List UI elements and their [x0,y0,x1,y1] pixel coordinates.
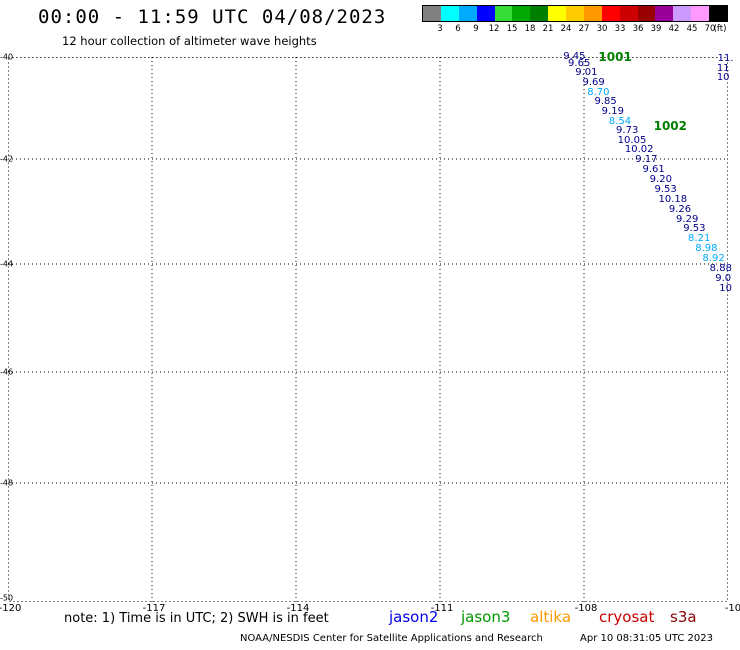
legend-swatch [583,6,602,21]
footer-note: note: 1) Time is in UTC; 2) SWH is in fe… [64,611,329,626]
legend-swatch [709,6,727,21]
wave-height-value: 10 [716,72,730,84]
wave-height-value: 11. [717,53,734,65]
longitude-label: -108 [574,603,598,614]
legend-swatch [530,6,549,21]
longitude-label: -120 [0,603,22,614]
wave-height-value: 8.54 [608,115,632,127]
wave-height-value: 10 [719,282,732,294]
wave-height-value: 9.69 [582,77,605,88]
wave-height-value: 10.18 [658,193,688,205]
wave-height-value: 9.26 [668,203,692,215]
legend-label: 24 [560,24,572,34]
latitude-label: -40 [0,52,14,62]
wave-height-value: 9.53 [654,183,677,195]
longitude-label: -117 [142,603,166,614]
legend-swatch [458,6,477,21]
legend-label: 39 [650,24,662,34]
legend-swatch [423,6,441,21]
wave-height-value: 9.17 [635,154,658,166]
latitude-label: -50 [0,593,14,603]
latitude-label: -48 [0,478,14,488]
legend-swatch [548,6,566,21]
longitude-label: -114 [286,603,310,614]
wave-height-value: 8.70 [587,86,610,98]
wave-height-value: 10.05 [617,134,647,146]
longitude-label: -10 [724,603,740,614]
latitude-label: -44 [0,259,14,269]
legend-label: 21 [542,24,554,34]
legend-swatch [494,6,513,21]
legend-label: 70 [704,24,716,34]
credit-line: NOAA/NESDIS Center for Satellite Applica… [240,633,543,644]
legend-swatch [655,6,674,21]
wave-height-value: 10.02 [624,144,654,156]
wave-height-value: 9.29 [676,213,699,225]
generated-timestamp: Apr 10 08:31:05 UTC 2023 [580,633,713,644]
graticule [8,57,728,602]
legend-label: 45 [686,24,698,34]
wave-height-value: 8.88 [709,262,732,274]
latitude-label: -46 [0,367,14,377]
wave-height-value: 11 [716,62,730,74]
legend-label: 33 [614,24,626,34]
wave-height-value: 9.20 [649,174,672,185]
legend-label: 15 [506,24,518,34]
legend-swatch [673,6,692,21]
satellite-cryosat: cryosat [599,608,655,626]
pass-segment-label: 1001 [598,50,632,64]
legend-swatch [476,6,495,21]
legend-swatch [440,6,459,21]
legend-label: 30 [596,24,608,34]
pass-segment-label: 1002 [653,118,687,133]
satellite-s3a: s3a [670,608,697,626]
wave-height-value: 9.85 [594,96,617,108]
legend-swatch [601,6,620,21]
wave-height-value: 9.45 [563,51,586,62]
wave-height-value: 9.73 [616,125,639,137]
wave-height-value: 9.61 [642,164,665,176]
longitude-label: -111 [430,603,454,614]
legend-label: 42 [668,24,680,34]
wave-height-legend: 3 6 9 12 15 18 21 24 27 30 33 36 39 42 45 70 (ft) [422,5,728,35]
legend-labels: 3 6 9 12 15 18 21 24 27 30 33 36 39 42 45 70 (ft) [422,22,728,36]
satellite-jason2: jason2 [389,608,439,626]
legend-label: 36 [632,24,644,34]
map-area [8,57,728,602]
legend-label: 6 [455,24,461,34]
satellite-altika: altika [530,608,572,626]
legend-swatch [512,6,531,21]
satellite-jason3: jason3 [461,608,511,626]
legend-swatch [619,6,638,21]
wave-height-value: 8.98 [695,242,718,254]
legend-swatch [566,6,584,21]
legend-label: 18 [524,24,536,34]
legend-label: 9 [473,24,479,34]
latitude-label: -42 [0,154,14,164]
map-subtitle: 12 hour collection of altimeter wave hei… [62,34,317,48]
wave-height-value: 9.19 [601,106,624,118]
legend-unit: (ft) [713,24,727,34]
legend-label: 27 [578,24,590,34]
wave-height-value: 9.0 [715,272,732,284]
wave-height-value: 9.53 [683,223,706,235]
legend-swatch [637,6,656,21]
wave-height-value: 9.65 [568,57,591,69]
legend-swatch [691,6,709,21]
wave-height-value: 8.92 [702,252,725,264]
legend-label: 12 [488,24,500,34]
wave-height-value: 8.21 [688,232,711,244]
map-title: 00:00 - 11:59 UTC 04/08/2023 [38,6,387,28]
legend-color-bar [422,5,728,22]
wave-height-value: 9.01 [575,67,598,79]
legend-label: 3 [437,24,443,34]
